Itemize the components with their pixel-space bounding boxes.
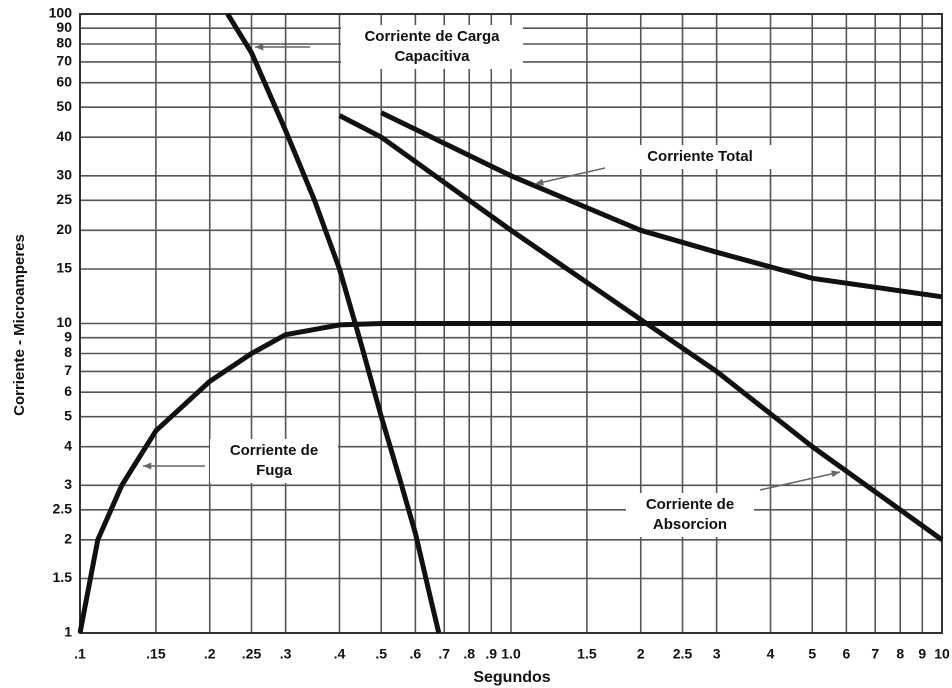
x-tick-label: .4 [334,646,346,662]
arrow-line [534,167,606,185]
annotation: Corriente de Carga [364,28,500,45]
annotation-bg [622,145,778,169]
x-tick-label: 8 [896,646,904,662]
x-tick-label: 1.5 [577,646,597,662]
x-tick-label: .1 [74,646,86,662]
series-line [225,12,442,634]
y-tick-label: 3 [64,476,72,492]
x-tick-label: 7 [871,646,879,662]
y-tick-label: 25 [56,191,72,207]
x-tick-label: 2.5 [673,646,693,662]
series-line [380,110,943,300]
y-tick-label: 4 [64,437,72,453]
x-tick-label: 9 [918,646,926,662]
series-line [338,113,944,542]
annotation: Fuga [256,462,292,479]
y-tick-label: 6 [64,383,72,399]
y-tick-label: 15 [56,260,72,276]
annotation: Corriente Total [647,148,753,165]
y-axis-label: Corriente - Microamperes [11,234,28,416]
x-tick-label: .7 [438,646,450,662]
y-tick-label: 7 [64,362,72,378]
annotation: Corriente de [230,442,318,459]
y-tick-label: 40 [56,128,72,144]
y-tick-label: 1.5 [53,569,73,585]
annotation-bg [210,439,338,483]
x-tick-label: .5 [375,646,387,662]
annotation-bg [341,25,523,69]
x-tick-label: 4 [767,646,775,662]
arrow-head [831,470,840,478]
y-tick-label: 70 [56,53,72,69]
y-tick-label: 10 [56,314,72,330]
arrow-line [759,471,841,491]
y-tick-label: 30 [56,167,72,183]
x-tick-label: .15 [146,646,166,662]
y-tick-label: 100 [49,5,73,21]
x-tick-label: .25 [242,646,262,662]
x-tick-label: 10 [934,646,950,662]
annotation-bg [626,493,754,537]
series-line [77,321,942,634]
x-tick-label: .8 [463,646,475,662]
annotation: Corriente de [646,496,734,513]
y-tick-label: 1 [64,624,72,640]
annotation: Capacitiva [394,48,470,65]
x-tick-label: 6 [842,646,850,662]
y-tick-label: 2.5 [53,501,73,517]
y-tick-label: 80 [56,35,72,51]
annotation: Absorcion [653,516,727,533]
arrow-head [535,178,544,186]
y-tick-label: 8 [64,344,72,360]
arrow-head [143,462,152,470]
x-tick-label: 3 [713,646,721,662]
y-tick-label: 20 [56,221,72,237]
x-tick-label: 2 [637,646,645,662]
x-tick-label: 5 [808,646,816,662]
y-tick-label: 9 [64,328,72,344]
y-tick-label: 90 [56,19,72,35]
y-tick-label: 5 [64,407,72,423]
y-tick-label: 50 [56,98,72,114]
arrow-head [255,43,264,51]
y-tick-label: 60 [56,73,72,89]
x-tick-label: .2 [204,646,216,662]
x-tick-label: .6 [410,646,422,662]
x-axis-label: Segundos [473,669,550,686]
x-tick-label: .9 [485,646,497,662]
x-tick-label: .3 [280,646,292,662]
x-tick-label: 1.0 [501,646,521,662]
y-tick-label: 2 [64,531,72,547]
